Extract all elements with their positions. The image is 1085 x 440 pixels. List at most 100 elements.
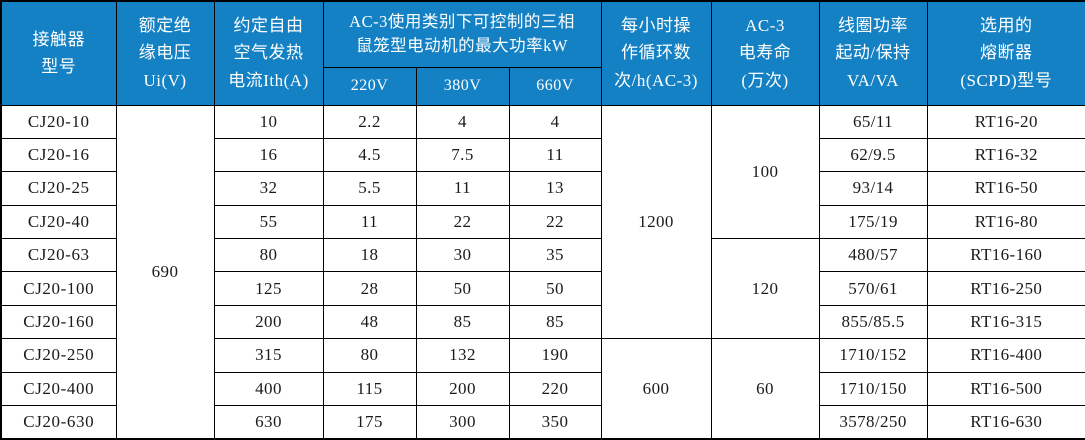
cell-p660: 85 [508,304,602,340]
table-row: CJ20-100 125 28 50 50 570/61 RT16-250 [0,271,1085,306]
cell-p220: 4.5 [322,137,417,173]
cell-ith: 630 [213,405,324,440]
cell-fuse: RT16-250 [926,271,1085,306]
table-row: CJ20-16 16 4.5 7.5 11 62/9.5 RT16-32 [0,137,1085,173]
header-cycles-per-hour: 每小时操 作循环数 次/h(AC-3) [600,0,712,106]
cell-p380: 7.5 [415,137,510,173]
cell-p380: 4 [415,104,510,139]
cell-p660: 11 [508,137,602,173]
cell-model: CJ20-25 [0,171,117,206]
cell-p380: 11 [415,171,510,206]
cell-life-merged: 100 [710,104,820,240]
cell-p220: 175 [322,405,417,440]
cell-ith: 10 [213,104,324,139]
cell-ith: 200 [213,304,324,340]
cell-coil: 570/61 [818,271,928,306]
table-row: CJ20-40 55 11 22 22 175/19 RT16-80 [0,204,1085,240]
cell-ith: 315 [213,338,324,373]
cell-model: CJ20-400 [0,371,117,407]
cell-ith: 32 [213,171,324,206]
header-row-voltages: 220V 380V 660V [1,66,1085,106]
cell-model: CJ20-10 [0,104,117,139]
cell-model: CJ20-16 [0,137,117,173]
cell-p380: 200 [415,371,510,407]
cell-ui-merged: 690 [115,104,215,440]
cell-p220: 5.5 [322,171,417,206]
header-380v: 380V [415,66,510,106]
cell-p660: 220 [508,371,602,407]
table-body: CJ20-10 690 10 2.2 4 4 1200 100 65/11 RT… [0,104,1085,440]
header-220v: 220V [322,66,417,106]
cell-fuse: RT16-400 [926,338,1085,373]
cell-p380: 85 [415,304,510,340]
cell-p220: 80 [322,338,417,373]
cell-cycles-merged: 1200 [600,104,712,340]
cell-coil: 3578/250 [818,405,928,440]
cell-p660: 35 [508,238,602,273]
cell-p220: 115 [322,371,417,407]
cell-model: CJ20-40 [0,204,117,240]
cell-life-merged: 120 [710,238,820,340]
cell-p660: 50 [508,271,602,306]
cell-p380: 30 [415,238,510,273]
header-coil-power: 线圈功率 起动/保持 VA/VA [818,0,928,106]
header-thermal-current: 约定自由 空气发热 电流Ith(A) [213,0,324,106]
cell-model: CJ20-100 [0,271,117,306]
cell-life-merged: 60 [710,338,820,440]
header-fuse-type: 选用的 熔断器 (SCPD)型号 [926,0,1085,106]
cell-coil: 855/85.5 [818,304,928,340]
cell-model: CJ20-160 [0,304,117,340]
cell-fuse: RT16-20 [926,104,1085,139]
cell-coil: 65/11 [818,104,928,139]
cell-ith: 125 [213,271,324,306]
cell-fuse: RT16-32 [926,137,1085,173]
cell-coil: 1710/152 [818,338,928,373]
cell-p380: 132 [415,338,510,373]
cell-p380: 300 [415,405,510,440]
cell-model: CJ20-630 [0,405,117,440]
header-model: 接触器 型号 [0,0,117,106]
cell-p660: 4 [508,104,602,139]
cell-p220: 11 [322,204,417,240]
cell-p380: 50 [415,271,510,306]
header-660v: 660V [508,66,602,106]
cell-model: CJ20-63 [0,238,117,273]
cell-p220: 28 [322,271,417,306]
cell-coil: 480/57 [818,238,928,273]
table-row: CJ20-400 400 115 200 220 1710/150 RT16-5… [0,371,1085,407]
cell-fuse: RT16-315 [926,304,1085,340]
cell-p380: 22 [415,204,510,240]
cell-model: CJ20-250 [0,338,117,373]
cell-p660: 13 [508,171,602,206]
cell-p660: 190 [508,338,602,373]
header-insulation-voltage: 额定绝 缘电压 Ui(V) [115,0,215,106]
header-row-top: 接触器 型号 额定绝 缘电压 Ui(V) 约定自由 空气发热 电流Ith(A) … [0,0,1085,106]
cell-coil: 62/9.5 [818,137,928,173]
table-row: CJ20-10 690 10 2.2 4 4 1200 100 65/11 RT… [0,104,1085,440]
cell-coil: 93/14 [818,171,928,206]
table-row: CJ20-160 200 48 85 85 855/85.5 RT16-315 [0,304,1085,340]
cell-cycles-merged: 600 [600,338,712,440]
cell-fuse: RT16-630 [926,405,1085,440]
cell-p220: 18 [322,238,417,273]
table-row: CJ20-250 315 80 132 190 600 60 1710/152 … [0,338,1085,440]
cell-ith: 400 [213,371,324,407]
cell-fuse: RT16-160 [926,238,1085,273]
cell-fuse: RT16-80 [926,204,1085,240]
cell-ith: 16 [213,137,324,173]
cell-p220: 48 [322,304,417,340]
cell-fuse: RT16-500 [926,371,1085,407]
cell-ith: 55 [213,204,324,240]
table-row: CJ20-630 630 175 300 350 3578/250 RT16-6… [0,405,1085,440]
table-row: CJ20-63 80 18 30 35 120 480/57 RT16-160 [0,238,1085,340]
table-header: 接触器 型号 额定绝 缘电压 Ui(V) 约定自由 空气发热 电流Ith(A) … [0,0,1085,106]
table-row: CJ20-25 32 5.5 11 13 93/14 RT16-50 [0,171,1085,206]
cell-p220: 2.2 [322,104,417,139]
cell-coil: 175/19 [818,204,928,240]
header-ac3-max-power: AC-3使用类别下可控制的三相 鼠笼型电动机的最大功率kW [322,0,602,68]
cell-p660: 350 [508,405,602,440]
cell-coil: 1710/150 [818,371,928,407]
cell-fuse: RT16-50 [926,171,1085,206]
